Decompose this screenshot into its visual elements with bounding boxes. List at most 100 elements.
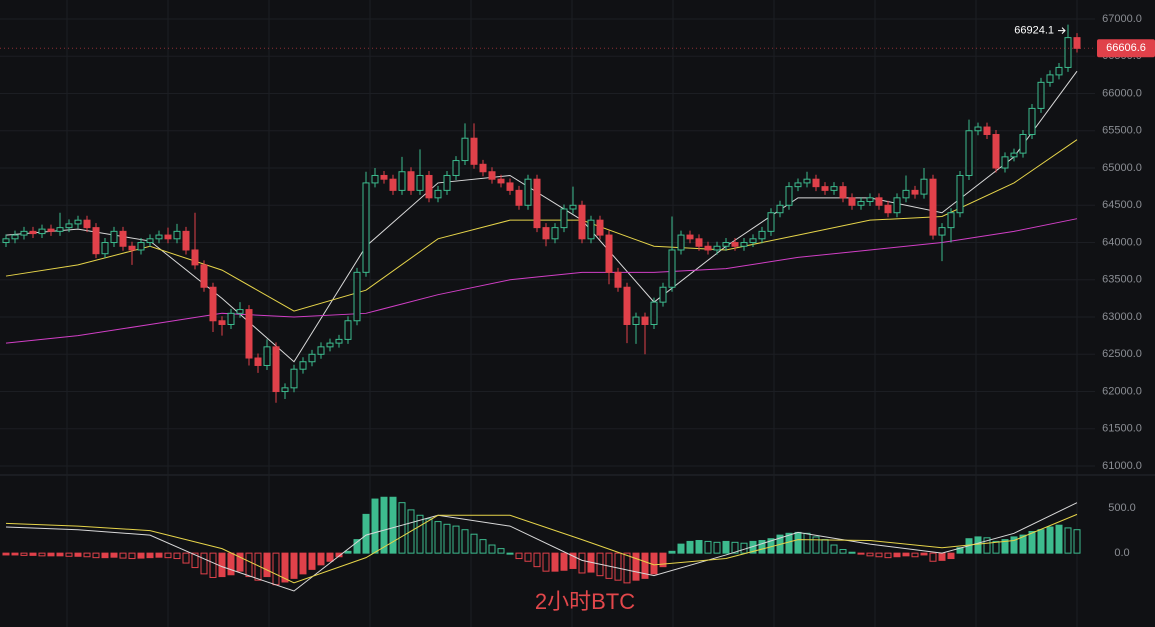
indicator-line [5, 502, 1078, 592]
candle-body [686, 234, 694, 240]
y-tick-label: 67000.0 [1102, 13, 1142, 25]
candle-body [11, 234, 19, 240]
candle-body [20, 230, 28, 236]
macd-bar [173, 552, 181, 560]
macd-bar [290, 552, 298, 579]
candle-body [515, 189, 523, 206]
candle-body [605, 234, 613, 273]
macd-bar [659, 552, 667, 568]
macd-bar [614, 552, 622, 581]
candle-body [920, 178, 928, 195]
candle-body [353, 271, 361, 322]
candle-body [875, 197, 883, 206]
macd-bar [425, 518, 433, 554]
macd-bar [29, 552, 37, 556]
last-price-box [1097, 39, 1155, 58]
macd-bar [389, 496, 397, 554]
candle-body [434, 189, 442, 199]
candle-body [317, 346, 325, 355]
candle-body [254, 357, 262, 366]
candle-body [884, 204, 892, 214]
candle-body [794, 182, 802, 188]
macd-bar [362, 513, 370, 554]
y-tick-label: 500.0 [1108, 502, 1136, 514]
candle-body [731, 242, 739, 247]
macd-bar [1001, 539, 1009, 554]
candle-body [452, 160, 460, 176]
macd-bar [83, 552, 91, 558]
macd-bar [1055, 524, 1063, 554]
candle-body [1046, 74, 1054, 83]
macd-bar [623, 552, 631, 584]
macd-bar [344, 550, 352, 554]
candle-body [461, 137, 469, 162]
candle-body [164, 234, 172, 240]
candle-body [767, 212, 775, 232]
macd-bar [1073, 529, 1081, 554]
macd-bar [1028, 531, 1036, 554]
candle-body [614, 271, 622, 288]
y-tick-label: 63500.0 [1102, 274, 1142, 286]
candle-body [929, 178, 937, 236]
macd-bar [1064, 527, 1072, 554]
macd-bar [713, 541, 721, 554]
candle-body [821, 186, 829, 191]
macd-bar [146, 552, 154, 559]
macd-bar [632, 552, 640, 581]
macd-bar [686, 540, 694, 554]
macd-bar [560, 552, 568, 571]
candle-body [641, 316, 649, 325]
y-tick-label: 62000.0 [1102, 385, 1142, 397]
candle-body [1010, 152, 1018, 158]
macd-bar [119, 552, 127, 559]
candle-body [209, 286, 217, 322]
macd-bar [992, 540, 1000, 554]
macd-bar [137, 552, 145, 559]
macd-bar [857, 552, 865, 555]
candle-body [182, 230, 190, 251]
candle-body [173, 230, 181, 240]
macd-bar [38, 552, 46, 557]
candle-body [281, 387, 289, 393]
macd-bar [245, 552, 253, 578]
macd-bar [317, 552, 325, 566]
macd-bar [47, 552, 55, 557]
macd-bar [650, 552, 658, 575]
macd-bar [461, 529, 469, 554]
macd-bar [641, 552, 649, 579]
candle-body [533, 178, 541, 229]
candle-body [245, 309, 253, 359]
y-tick-label: 61000.0 [1102, 460, 1142, 472]
macd-bar [920, 552, 928, 556]
macd-bar [695, 540, 703, 554]
macd-bar [677, 543, 685, 554]
candle-body [344, 320, 352, 340]
macd-bar [830, 544, 838, 554]
candle-body [659, 286, 667, 303]
macd-bar [218, 552, 226, 578]
candle-body [722, 242, 730, 247]
candle-body [695, 238, 703, 247]
candle-body [74, 219, 82, 225]
macd-bar [326, 552, 334, 562]
candle-body [758, 230, 766, 240]
candle-body [839, 186, 847, 199]
y-tick-label: 65000.0 [1102, 162, 1142, 174]
macd-bar [947, 552, 955, 560]
candle-body [956, 174, 964, 214]
macd-bar [722, 540, 730, 554]
macd-bar [902, 552, 910, 557]
candle-body [677, 234, 685, 251]
high-annotation: 66924.1 [1014, 25, 1054, 37]
candle-body [812, 178, 820, 188]
candle-body [938, 227, 946, 236]
candle-body [83, 219, 91, 229]
macd-bar [479, 539, 487, 554]
candle-body [569, 204, 577, 210]
macd-bar [929, 552, 937, 562]
macd-bar [812, 536, 820, 554]
macd-bar [506, 552, 514, 555]
candle-body [893, 197, 901, 214]
macd-bar [668, 550, 676, 554]
y-tick-label: 64000.0 [1102, 236, 1142, 248]
